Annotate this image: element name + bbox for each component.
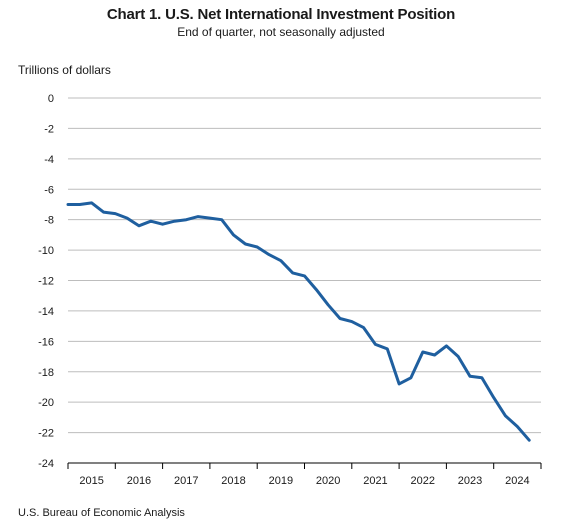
data-point	[268, 253, 270, 256]
data-point	[362, 326, 365, 329]
y-tick-label: -6	[44, 184, 54, 196]
data-point	[185, 218, 188, 221]
y-tick-label: -24	[38, 458, 54, 470]
x-tick-label: 2017	[174, 475, 198, 487]
data-point	[303, 275, 306, 277]
data-point	[220, 218, 223, 221]
x-tick-label: 2021	[363, 475, 387, 487]
data-point	[149, 220, 152, 222]
y-tick-label: -8	[44, 215, 54, 227]
gridlines	[68, 97, 541, 434]
data-point	[315, 288, 318, 291]
data-point	[138, 224, 140, 227]
y-tick-label: -2	[44, 123, 54, 135]
y-tick-label: -20	[38, 397, 54, 409]
x-tick-label: 2019	[269, 475, 293, 487]
data-point	[528, 439, 530, 441]
data-point	[504, 415, 507, 417]
data-point	[197, 215, 199, 218]
data-point	[126, 217, 128, 219]
y-tick-label: -16	[38, 336, 54, 348]
data-point	[173, 220, 176, 222]
data-point	[161, 223, 164, 226]
data-point	[232, 234, 235, 236]
data-point	[492, 396, 495, 399]
data-point	[351, 320, 353, 323]
data-point	[339, 317, 341, 320]
data-point	[114, 212, 117, 215]
data-point	[516, 425, 519, 428]
data-point	[386, 348, 389, 350]
source-note: U.S. Bureau of Economic Analysis	[18, 507, 185, 519]
series-group	[66, 201, 531, 442]
data-point	[90, 202, 93, 204]
data-point	[481, 377, 483, 379]
data-point	[67, 203, 69, 206]
x-axis: 2015 2016 2017 2018 2019 2020 2021 2022 2023 2024	[67, 462, 542, 487]
series-line	[66, 201, 531, 442]
y-tick-labels: 0 -2 -4 -6 -8 -10 -12 -14 -16 -18 -20 -22 -24	[38, 93, 54, 470]
chart-title: Chart 1. U.S. Net International Investme…	[106, 6, 456, 23]
x-tick-label: 2020	[316, 475, 340, 487]
data-point	[280, 259, 282, 262]
x-tick-label: 2018	[221, 475, 245, 487]
x-tick-label: 2015	[79, 475, 103, 487]
data-point	[457, 355, 460, 358]
y-tick-label: -4	[44, 154, 54, 166]
y-tick-label: -14	[38, 306, 54, 318]
x-tick-label: 2024	[505, 475, 529, 487]
x-tick-label: 2022	[411, 475, 435, 487]
data-point	[256, 246, 259, 248]
data-point	[421, 351, 424, 353]
data-point	[209, 217, 211, 219]
y-tick-label: -18	[38, 367, 54, 379]
x-tick-label: 2023	[458, 475, 482, 487]
data-point	[445, 345, 448, 347]
data-point	[291, 272, 294, 274]
y-tick-label: 0	[48, 93, 54, 105]
data-point	[244, 243, 247, 245]
chart-subtitle: End of quarter, not seasonally adjusted	[177, 25, 385, 39]
data-point	[433, 354, 436, 356]
y-tick-label: -22	[38, 428, 54, 440]
data-point	[469, 375, 471, 378]
data-point	[102, 211, 105, 213]
x-tick-label: 2016	[127, 475, 151, 487]
data-point	[374, 343, 377, 346]
data-point	[398, 383, 400, 385]
y-axis-label: Trillions of dollars	[18, 63, 111, 77]
data-point	[410, 377, 412, 379]
y-tick-label: -12	[38, 276, 54, 288]
data-point	[327, 304, 329, 306]
data-point	[79, 203, 81, 206]
y-tick-label: -10	[38, 245, 54, 257]
